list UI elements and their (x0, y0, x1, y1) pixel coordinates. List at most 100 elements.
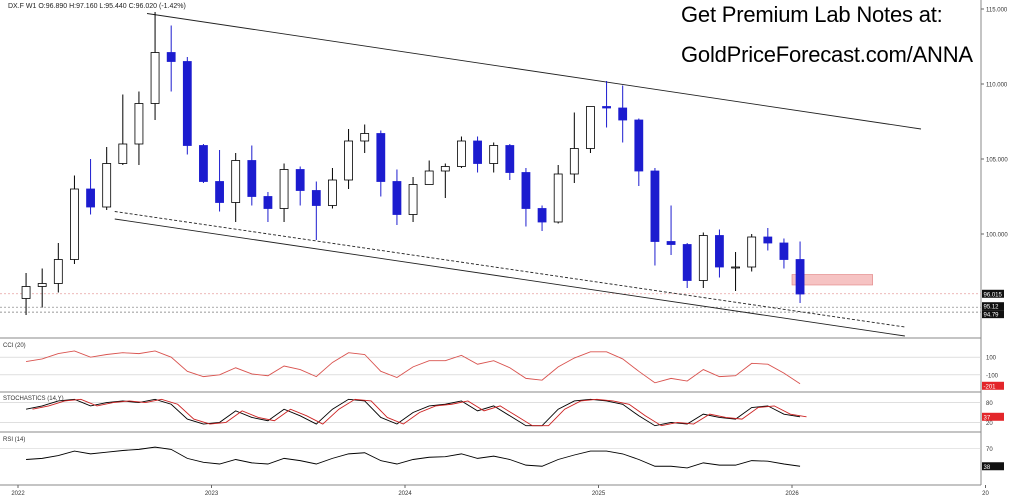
candle-body (457, 140, 466, 167)
candle-body (360, 133, 370, 142)
candle-body (199, 145, 208, 182)
candle-body (682, 244, 692, 281)
stoch-k-line (25, 398, 801, 427)
candle (70, 175, 79, 264)
cci-title: CCI (20) (3, 343, 26, 349)
price-label: 94.79 (984, 313, 1000, 319)
candle (586, 106, 595, 153)
candle-body (763, 236, 773, 244)
candle (779, 238, 789, 269)
candle-body (182, 61, 192, 146)
rsi-value-label-bg (982, 462, 1004, 471)
candle-body (231, 160, 241, 203)
candle-body (537, 208, 547, 223)
candle-body (618, 107, 628, 121)
solid-trendline (146, 13, 922, 130)
stoch-title: STOCHASTICS (14,Y) (3, 396, 64, 402)
candle-body (86, 188, 95, 208)
candle-body (118, 143, 128, 164)
candle-body (473, 140, 482, 164)
candle (215, 150, 224, 212)
candle-body (586, 106, 595, 149)
candle (360, 124, 370, 153)
resistance-zone (791, 274, 873, 286)
candle (505, 144, 515, 180)
candle (489, 142, 499, 173)
time-tick-label: 2023 (205, 491, 219, 497)
price-label-bg (982, 302, 1004, 311)
candle-body (650, 170, 660, 242)
cci-tick-label: -100 (986, 373, 999, 379)
candle (747, 234, 757, 272)
candle (440, 163, 450, 198)
candle-body (731, 266, 740, 269)
candle-body (715, 235, 724, 268)
candle (328, 168, 337, 209)
candle (118, 94, 128, 165)
candle (134, 91, 144, 165)
candle (682, 243, 692, 288)
candle-body (440, 166, 450, 172)
candle-body (53, 259, 63, 284)
cci-value-label-bg (982, 381, 1004, 390)
candle (666, 205, 676, 255)
candle (473, 136, 482, 173)
candle (166, 25, 176, 92)
candle (311, 181, 321, 240)
candle-body (779, 242, 789, 260)
time-tick-label: 2022 (11, 491, 25, 497)
candle (344, 129, 353, 189)
candle (731, 252, 740, 291)
candle-body (295, 169, 305, 191)
candle-body (376, 133, 386, 182)
price-tick-label: 110.000 (986, 83, 1008, 89)
promo-line-2: GoldPriceForecast.com/ANNA (681, 42, 973, 67)
stoch-value-label-bg (982, 412, 1004, 421)
quote-header: DX.F W1 O:96.890 H:97.160 L:95.440 C:96.… (8, 3, 186, 10)
candle-body (215, 181, 224, 203)
candle-body (134, 103, 144, 145)
candle-body (311, 190, 321, 206)
candle (408, 177, 418, 222)
cci-line (25, 350, 801, 385)
candle-body (553, 173, 563, 223)
candle (795, 241, 805, 303)
candle-body (344, 140, 353, 181)
dashed-trendline (114, 211, 905, 328)
stoch-k-tick-label: 80 (986, 401, 993, 407)
stoch-d-line (32, 398, 807, 427)
candle-body (747, 236, 757, 268)
candle (553, 165, 563, 224)
candle (521, 168, 531, 227)
candle (263, 192, 273, 222)
candle-body (666, 241, 676, 245)
time-tick-label: 20 (982, 491, 989, 497)
candle (698, 232, 708, 288)
candle (392, 169, 402, 225)
candle (457, 136, 466, 168)
candle-body (505, 145, 515, 173)
candle (763, 228, 773, 251)
candle (231, 153, 241, 222)
candle-body (328, 179, 337, 206)
candle-body (602, 106, 611, 109)
candle-body (37, 283, 47, 287)
candle (537, 205, 547, 231)
candle-body (795, 259, 805, 295)
candle-body (424, 170, 434, 185)
candle (150, 12, 160, 120)
candle (279, 163, 289, 222)
candle-body (489, 145, 499, 164)
price-tick-label: 105.000 (986, 158, 1008, 164)
solid-trendline (114, 218, 905, 337)
rsi-title: RSI (14) (3, 437, 26, 443)
candle (376, 130, 386, 197)
candle-body (408, 184, 418, 215)
candle (53, 243, 63, 293)
candle (86, 159, 95, 215)
candle-body (247, 160, 257, 197)
stoch-k-tick-label: 20 (986, 421, 993, 427)
price-tick-label: 100.000 (986, 233, 1008, 239)
